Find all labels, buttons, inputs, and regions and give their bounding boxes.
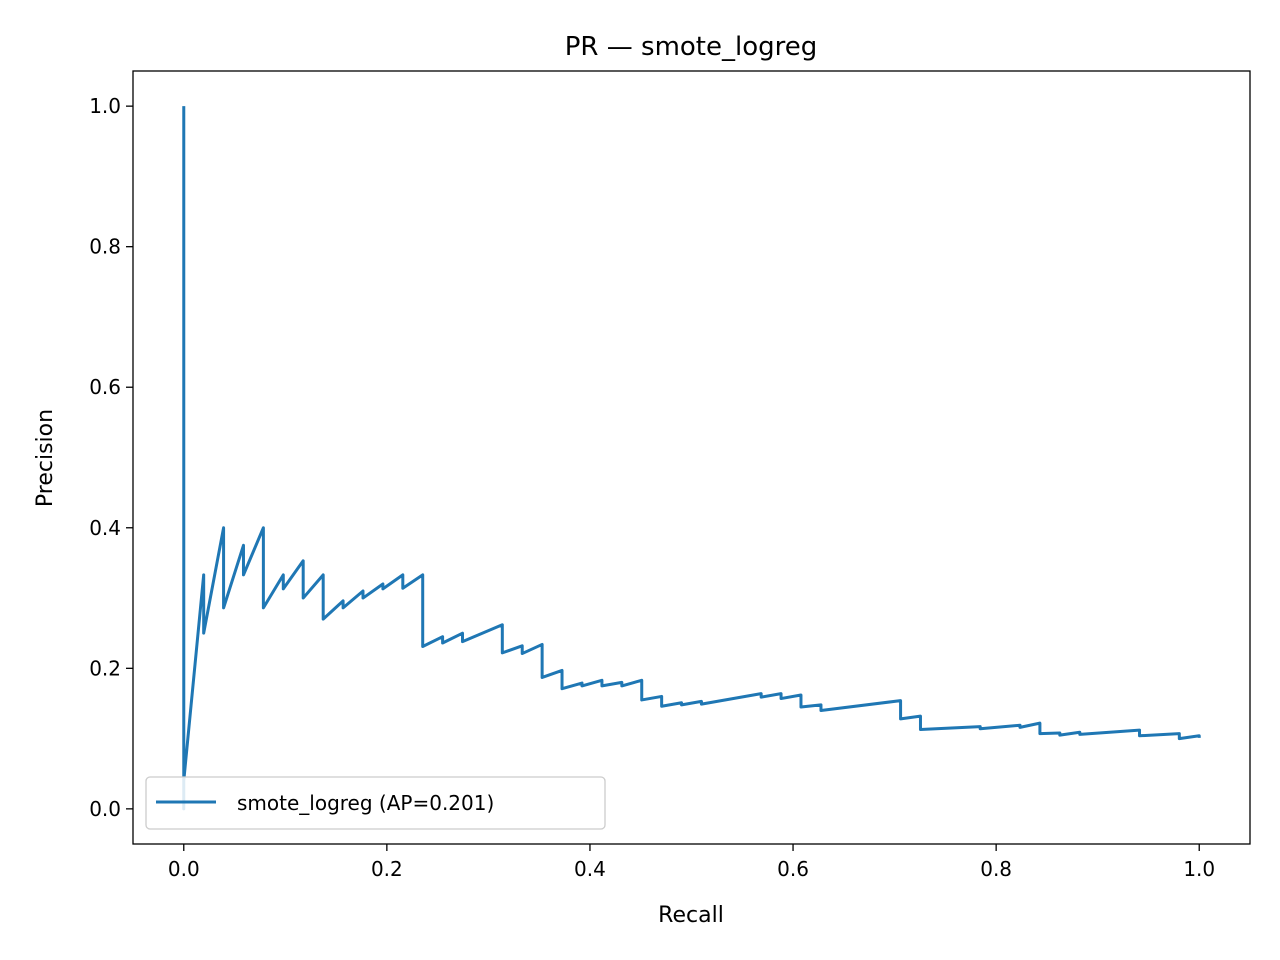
- y-tick-label: 0.6: [89, 375, 121, 399]
- y-axis-label: Precision: [33, 409, 58, 507]
- y-tick-label: 0.0: [89, 797, 121, 821]
- y-tick-label: 1.0: [89, 94, 121, 118]
- x-tick-label: 0.0: [168, 857, 200, 881]
- legend: smote_logreg (AP=0.201): [145, 776, 606, 830]
- y-tick-label: 0.8: [89, 235, 121, 259]
- y-axis-ticks: 0.0 0.2 0.4 0.6 0.8 1.0: [89, 94, 133, 821]
- plot-series: [182, 106, 1201, 811]
- x-tick-label: 1.0: [1183, 857, 1215, 881]
- y-tick-label: 0.2: [89, 656, 121, 680]
- y-tick-label: 0.4: [89, 516, 121, 540]
- pr-curve-line: [182, 106, 1201, 811]
- legend-box: [145, 776, 606, 830]
- x-tick-label: 0.2: [371, 857, 403, 881]
- legend-entry: smote_logreg (AP=0.201): [237, 791, 494, 815]
- x-tick-label: 0.4: [574, 857, 606, 881]
- x-axis-label: Recall: [658, 903, 724, 928]
- plot-frame: [132, 70, 1251, 845]
- x-tick-label: 0.8: [980, 857, 1012, 881]
- x-tick-label: 0.6: [777, 857, 809, 881]
- chart-title: PR — smote_logreg: [565, 32, 818, 62]
- x-axis-ticks: 0.0 0.2 0.4 0.6 0.8 1.0: [168, 844, 1215, 881]
